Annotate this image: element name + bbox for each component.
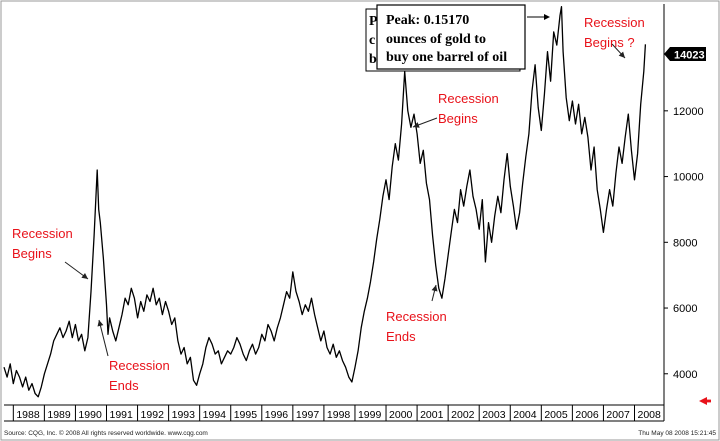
x-tick-label: 1994 <box>203 409 227 421</box>
annotation-arrow-head <box>431 285 438 292</box>
plot-frame <box>4 4 665 422</box>
peak-callout: P c b Peak: 0.15170 ounces of gold to bu… <box>365 4 550 72</box>
callout-box <box>376 4 526 70</box>
scroll-arrow-icon[interactable] <box>699 397 707 405</box>
callout-line: Peak: 0.15170 <box>386 13 469 28</box>
annotation-label: Recession <box>438 91 499 106</box>
callout-behind-letter: c <box>369 33 375 48</box>
annotation-label: Ends <box>109 378 139 393</box>
x-tick-label: 2006 <box>575 409 599 421</box>
x-tick-label: 1992 <box>141 409 165 421</box>
annotation-label: Begins <box>12 246 52 261</box>
annotation-label: Recession <box>109 358 170 373</box>
footer-timestamp: Thu May 08 2008 15:21:45 <box>638 430 716 437</box>
annotation-arrow-head <box>81 273 88 279</box>
annotation-label: Begins ? <box>584 35 635 50</box>
callout-arrow-head <box>544 14 550 20</box>
x-tick-label: 1988 <box>16 409 40 421</box>
annotation-label: Recession <box>584 15 645 30</box>
x-tick-label: 2001 <box>420 409 444 421</box>
annotation-label: Begins <box>438 111 478 126</box>
last-value-label: 14023 <box>664 47 706 62</box>
x-tick-label: 1998 <box>327 409 351 421</box>
x-tick-label: 1996 <box>265 409 289 421</box>
x-axis: 1988 1989 1990 1991 1992 1993 1994 1995 1996 1997… <box>12 405 661 421</box>
x-tick-label: 2002 <box>451 409 475 421</box>
y-tick-label: 4000 <box>673 369 697 381</box>
y-tick-label: 12000 <box>673 106 704 118</box>
x-tick-label: 1990 <box>78 409 102 421</box>
scroll-arrow-stem[interactable] <box>706 399 711 403</box>
price-series-line <box>3 5 647 398</box>
annotation-arrow-head <box>618 51 625 58</box>
callout-line: ounces of gold to <box>386 32 486 47</box>
x-tick-label: 2000 <box>389 409 413 421</box>
x-tick-label: 1993 <box>172 409 196 421</box>
y-tick-label: 6000 <box>673 303 697 315</box>
last-value-label-text: 14023 <box>674 50 705 62</box>
x-tick-label: 2004 <box>513 409 537 421</box>
footer-source: Source: CQG, Inc. © 2008 All rights rese… <box>4 429 208 437</box>
annotation-arrow-line <box>98 319 109 357</box>
callout-behind-letter: b <box>369 52 377 67</box>
x-tick-label: 2005 <box>544 409 568 421</box>
x-tick-label: 1999 <box>358 409 382 421</box>
annotation-arrow-head <box>97 320 104 327</box>
annotation-label: Recession <box>12 226 73 241</box>
x-tick-label: 1991 <box>109 409 133 421</box>
callout-line: buy one barrel of oil <box>386 50 507 65</box>
price-series-path <box>3 5 647 398</box>
x-tick-label: 1997 <box>296 409 320 421</box>
annotations: Recession Begins Recession Ends Recession Beg… <box>12 15 645 393</box>
x-tick-label: 1995 <box>234 409 258 421</box>
x-tick-label: 1989 <box>47 409 71 421</box>
x-tick-label: 2003 <box>482 409 506 421</box>
last-value-label-bg <box>664 47 706 61</box>
annotation-arrow-head <box>413 122 420 128</box>
x-tick-label: 2007 <box>606 409 630 421</box>
y-tick-label: 8000 <box>673 237 697 249</box>
annotation-label: Ends <box>386 329 416 344</box>
y-axis: 4000 6000 8000 10000 12000 <box>664 106 704 381</box>
callout-behind-letter: P <box>369 14 378 29</box>
x-tick-label: 2008 <box>637 409 661 421</box>
annotation-label: Recession <box>386 309 447 324</box>
y-tick-label: 10000 <box>673 172 704 184</box>
